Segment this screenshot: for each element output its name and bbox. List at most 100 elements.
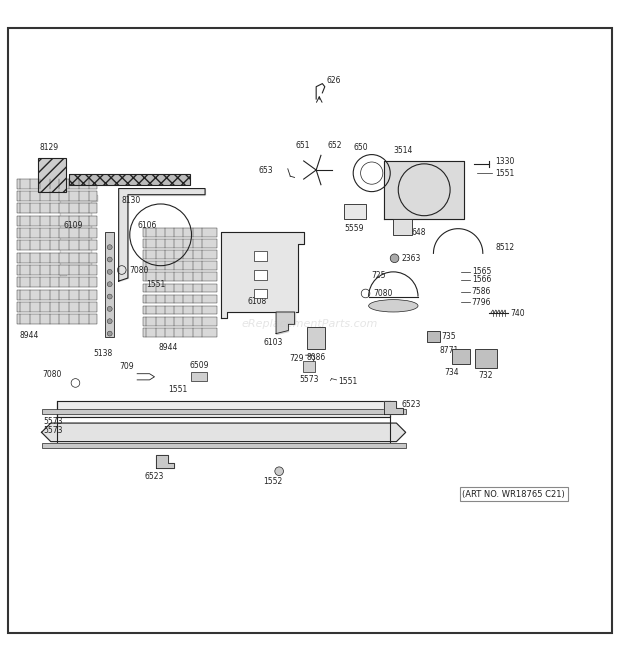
Text: 2363: 2363 [401,254,421,263]
Text: 6106: 6106 [137,221,157,230]
Bar [393,219,412,235]
Text: (ART NO. WR18765 C21): (ART NO. WR18765 C21) [463,490,565,498]
Bar [143,261,218,270]
Text: 6509: 6509 [189,361,209,370]
Circle shape [107,282,112,287]
Bar [143,317,218,326]
Circle shape [390,254,399,262]
Bar [254,251,267,261]
Bar [427,330,440,342]
Text: 735: 735 [441,332,456,340]
Text: 7796: 7796 [472,297,491,307]
Text: 648: 648 [412,229,427,237]
Bar [17,315,97,325]
Bar [17,191,97,201]
Text: 1552: 1552 [264,477,283,486]
Polygon shape [384,401,402,414]
Bar [17,228,97,238]
Bar [192,372,207,381]
Text: 626: 626 [327,76,341,85]
Text: 3514: 3514 [393,145,413,155]
Text: 8944: 8944 [20,330,39,340]
Text: 7586: 7586 [472,287,491,296]
Text: 7080: 7080 [43,370,62,379]
Circle shape [107,294,112,299]
Bar [254,289,267,298]
Text: 1330: 1330 [495,157,515,167]
Text: 1551: 1551 [146,280,166,289]
Bar [143,306,218,315]
Text: 709: 709 [120,362,134,371]
Circle shape [107,245,112,250]
Bar [344,204,366,219]
Polygon shape [57,401,390,417]
Circle shape [107,331,112,336]
Text: 1565: 1565 [472,267,491,276]
Bar [17,204,97,214]
Bar [69,175,190,186]
Bar [143,272,218,281]
Text: eReplacementParts.com: eReplacementParts.com [242,319,378,329]
Text: 7080: 7080 [373,289,392,298]
Text: 651: 651 [295,141,310,150]
Text: 7080: 7080 [129,266,149,274]
Bar [38,158,66,192]
Bar [143,295,218,303]
Text: 8771: 8771 [440,346,459,355]
Text: 8129: 8129 [40,143,59,151]
Bar [17,215,97,225]
Text: 725: 725 [372,271,386,280]
Bar [38,158,66,192]
Polygon shape [221,232,304,318]
Polygon shape [60,195,97,275]
Text: 8086: 8086 [306,354,326,362]
Circle shape [107,257,112,262]
Circle shape [275,467,283,475]
Text: 8944: 8944 [158,343,178,352]
Text: 729: 729 [290,354,304,363]
Bar [476,349,497,368]
Bar [143,251,218,259]
Text: 1551: 1551 [495,169,515,178]
Bar [17,302,97,312]
Bar [17,290,97,299]
Bar [17,278,97,288]
Text: 6523: 6523 [401,400,421,409]
Text: 734: 734 [445,368,459,377]
Polygon shape [384,161,464,219]
Polygon shape [276,312,294,334]
Bar [69,175,190,186]
Text: 732: 732 [479,371,493,379]
Circle shape [107,307,112,311]
Ellipse shape [369,299,418,312]
Bar [17,253,97,262]
Bar [254,270,267,280]
Text: 6523: 6523 [145,473,164,481]
Polygon shape [118,188,205,281]
Text: 1551: 1551 [338,377,357,385]
Bar [452,349,471,364]
Text: 650: 650 [353,143,368,151]
Bar [17,178,97,188]
Text: 5573: 5573 [299,375,319,384]
Text: 6108: 6108 [248,297,267,305]
Bar [17,241,97,251]
Bar [17,265,97,275]
Text: 5559: 5559 [345,224,364,233]
Circle shape [107,270,112,274]
Polygon shape [42,423,405,442]
Text: 6109: 6109 [63,221,82,230]
Bar [143,239,218,248]
Bar [307,327,326,349]
Text: 5573: 5573 [43,417,63,426]
Text: 5138: 5138 [94,349,113,358]
Text: 8512: 8512 [495,243,515,252]
Text: 6103: 6103 [264,338,283,347]
Text: 653: 653 [259,165,273,175]
Bar [105,232,114,336]
Text: 1551: 1551 [168,385,187,394]
Text: 740: 740 [511,309,525,318]
Text: 652: 652 [327,141,342,150]
Bar [303,362,315,372]
Text: 1566: 1566 [472,276,491,284]
